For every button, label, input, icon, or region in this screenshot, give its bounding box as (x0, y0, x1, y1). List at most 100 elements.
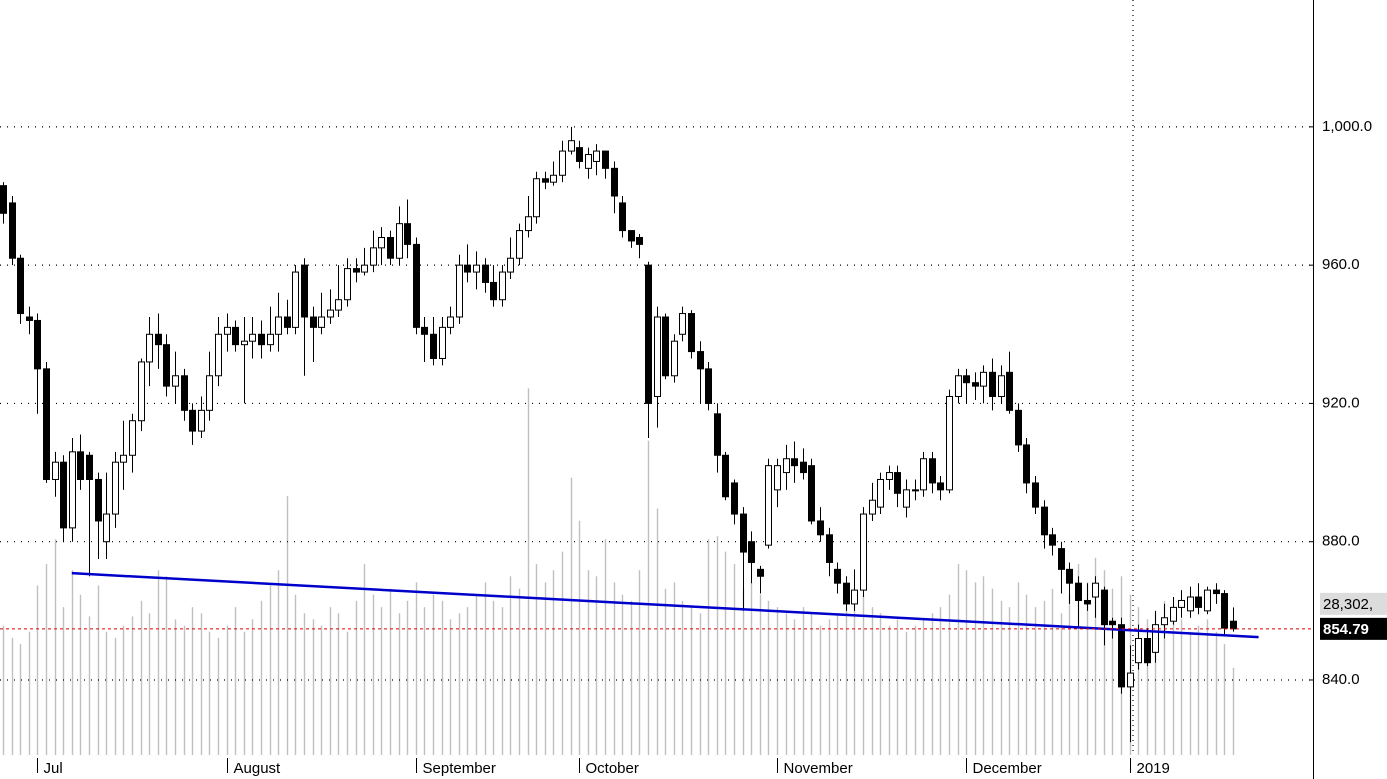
candle-body (757, 568, 764, 577)
candle-body (791, 458, 798, 467)
candle-body (1178, 599, 1185, 608)
candle-body (731, 482, 738, 515)
candle-body (17, 257, 24, 315)
candle-body (490, 281, 497, 301)
candle-body (370, 247, 377, 266)
price-layer (0, 126, 1237, 743)
candle-body (292, 271, 299, 328)
candle-body (1084, 599, 1091, 605)
candle-body (1213, 589, 1220, 595)
candle-body (946, 396, 953, 491)
candle-body (937, 482, 944, 491)
candle-body (843, 582, 850, 605)
y-tick-label: 960.0 (1322, 256, 1360, 273)
candle-body (1152, 624, 1159, 653)
candle-body (525, 216, 532, 232)
y-tick-label: 920.0 (1322, 394, 1360, 411)
candle-body (1058, 548, 1065, 570)
candle-body (654, 316, 661, 398)
candle-body (318, 316, 325, 328)
candle-body (1195, 596, 1202, 608)
candle-body (198, 409, 205, 432)
candle-body (817, 520, 824, 536)
candle-body (404, 223, 411, 245)
candle-body (112, 461, 119, 515)
candle-body (378, 236, 385, 249)
candle-body (550, 174, 557, 183)
candle-body (258, 333, 265, 346)
candle-body (740, 513, 747, 553)
candle-body (774, 465, 781, 491)
candle-body (989, 371, 996, 398)
candle-body (249, 333, 256, 342)
candle-body (77, 451, 84, 480)
candle-body (611, 167, 618, 197)
candle-body (353, 268, 360, 273)
y-tick-label: 840.0 (1322, 671, 1360, 688)
candle-body (697, 351, 704, 370)
candle-body (1049, 534, 1056, 546)
candle-body (688, 313, 695, 353)
candle-body (662, 316, 669, 377)
y-tick-label: 1,000.0 (1322, 118, 1372, 135)
candle-body (542, 178, 549, 183)
candle-body (1230, 620, 1237, 630)
candle-body (69, 451, 76, 529)
x-tick-label: August (234, 760, 282, 777)
candle-body (671, 340, 678, 377)
candle-body (808, 465, 815, 522)
volume-label: 28,302, (1323, 596, 1373, 613)
candle-body (215, 333, 222, 377)
candle-body (310, 316, 317, 328)
candle-body (1127, 672, 1134, 688)
candle-body (722, 454, 729, 498)
candle-body (163, 344, 170, 387)
candle-body (206, 375, 213, 411)
candle-body (0, 185, 7, 214)
candle-body (636, 236, 643, 245)
candle-body (920, 458, 927, 491)
candle-body (1135, 638, 1142, 664)
candle-body (181, 375, 188, 411)
candle-body (903, 489, 910, 508)
candle-body (120, 454, 127, 463)
candle-body (86, 454, 93, 480)
candle-body (430, 333, 437, 359)
candle-body (869, 499, 876, 515)
candle-body (499, 271, 506, 301)
candle-body (998, 375, 1005, 398)
candle-body (301, 264, 308, 318)
candle-body (1101, 589, 1108, 626)
x-tick-label: October (586, 760, 639, 777)
candle-body (568, 140, 575, 152)
candle-body (241, 340, 248, 346)
candle-body (980, 371, 987, 387)
last-price-box (1320, 617, 1387, 640)
candle-body (765, 465, 772, 546)
volume-label-box (1320, 592, 1387, 615)
candle-body (275, 316, 282, 335)
candle-body (482, 264, 489, 283)
candle-body (1032, 482, 1039, 508)
candle-body (1109, 620, 1116, 626)
candle-body (929, 458, 936, 484)
candle-body (826, 534, 833, 563)
candle-body (95, 478, 102, 522)
candle-body (1221, 593, 1228, 629)
candle-body (361, 264, 368, 273)
candle-body (714, 413, 721, 456)
grid-layer: 840.0 880.0 920.0 960.0 1,000.0 Jul August Sept… (0, 118, 1372, 777)
candle-body (52, 461, 59, 480)
candle-body (963, 375, 970, 384)
candle-body (335, 299, 342, 311)
candle-body (146, 333, 153, 363)
y-tick-label: 880.0 (1322, 533, 1360, 550)
candle-body (26, 316, 33, 321)
candle-body (1204, 589, 1211, 612)
candle-body (224, 326, 231, 335)
candle-body (1015, 409, 1022, 446)
candle-body (1170, 606, 1177, 622)
candle-body (456, 264, 463, 318)
x-tick-label: 2019 (1137, 760, 1170, 777)
